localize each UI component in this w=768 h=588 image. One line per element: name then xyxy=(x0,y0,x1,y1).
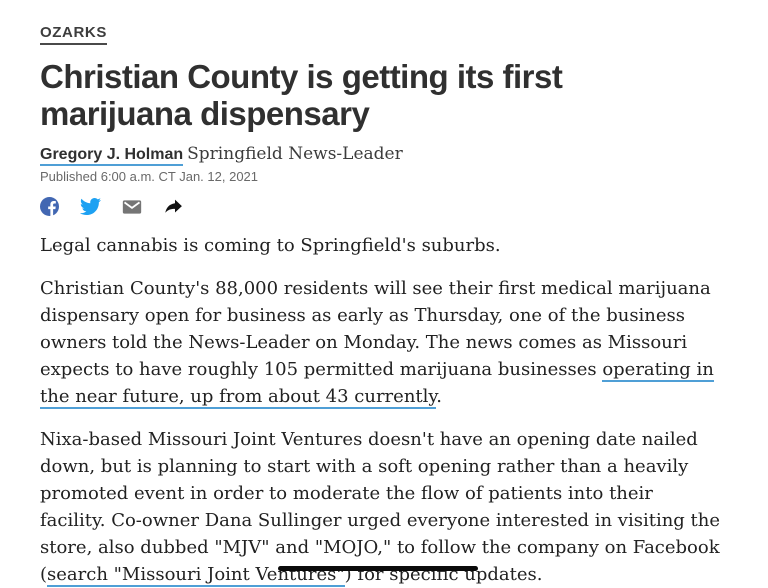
article-paragraph: Legal cannabis is coming to Springfield'… xyxy=(40,232,724,259)
section-label-link[interactable]: OZARKS xyxy=(40,24,107,45)
facebook-share-button[interactable] xyxy=(40,197,59,216)
article-paragraph: Christian County's 88,000 residents will… xyxy=(40,275,724,410)
byline: Gregory J. Holman Springfield News-Leader xyxy=(40,143,724,166)
inline-link[interactable]: operating in the near future, up from ab… xyxy=(40,359,714,409)
author-link[interactable]: Gregory J. Holman xyxy=(40,146,184,166)
home-indicator[interactable] xyxy=(278,566,478,571)
paragraph-text: Nixa-based Missouri Joint Ventures doesn… xyxy=(40,429,721,585)
share-icon xyxy=(163,196,184,217)
published-timestamp: Published 6:00 a.m. CT Jan. 12, 2021 xyxy=(40,169,259,184)
email-share-button[interactable] xyxy=(122,197,142,217)
paragraph-text: . xyxy=(436,386,442,407)
share-toolbar xyxy=(40,196,724,217)
twitter-icon xyxy=(80,196,101,217)
article-body: Legal cannabis is coming to Springfield'… xyxy=(40,232,724,588)
paragraph-text: Legal cannabis is coming to Springfield'… xyxy=(40,235,501,256)
twitter-share-button[interactable] xyxy=(80,196,101,217)
publication-name: Springfield News-Leader xyxy=(187,144,403,164)
paragraph-text: Christian County's 88,000 residents will… xyxy=(40,278,711,380)
article-paragraph: Nixa-based Missouri Joint Ventures doesn… xyxy=(40,426,724,588)
article-headline: Christian County is getting its first ma… xyxy=(40,58,563,132)
email-icon xyxy=(122,197,142,217)
facebook-icon xyxy=(40,197,59,216)
more-share-button[interactable] xyxy=(163,196,184,217)
